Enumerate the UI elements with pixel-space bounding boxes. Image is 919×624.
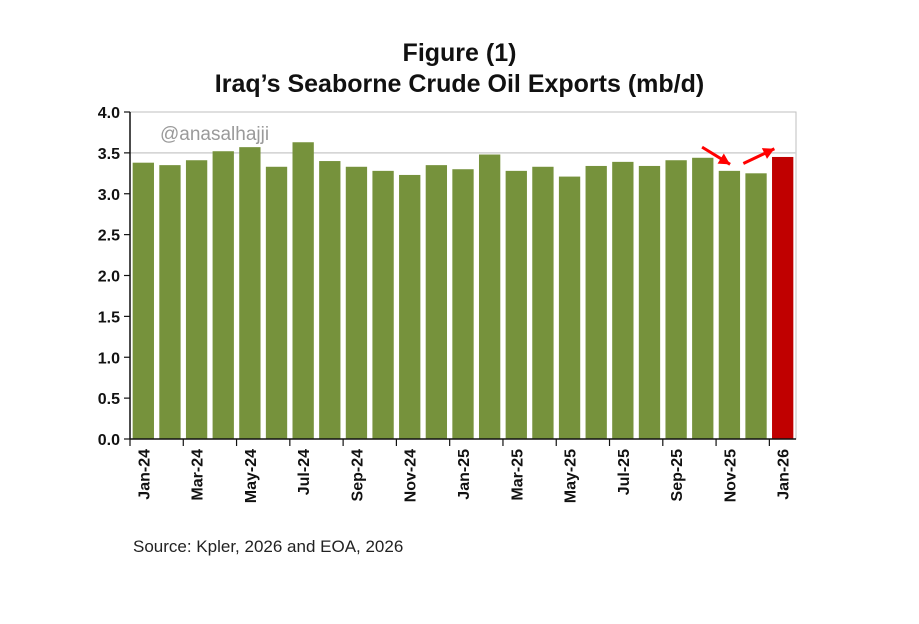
bar-aug-25 <box>638 165 661 439</box>
bar-nov-24 <box>399 174 421 439</box>
bar-nov-25 <box>718 170 741 440</box>
x-tick-label: Sep-25 <box>669 449 686 502</box>
watermark-text: @anasalhajji <box>160 124 269 145</box>
arrow-down-head <box>717 153 731 165</box>
x-tick-label: Jul-24 <box>296 449 313 495</box>
bar-sep-25 <box>665 160 687 440</box>
chart-subtitle: Iraq’s Seaborne Crude Oil Exports (mb/d) <box>214 70 705 98</box>
bar-feb-24 <box>159 165 181 439</box>
x-tick-label: Nov-24 <box>403 449 420 502</box>
bar-may-25 <box>558 176 581 439</box>
x-tick-label: May-24 <box>243 449 260 503</box>
bar-jun-25 <box>585 165 607 439</box>
x-tick-label: Mar-25 <box>509 449 526 501</box>
bar-mar-24 <box>185 160 208 440</box>
bar-apr-25 <box>532 166 554 439</box>
x-tick-label: Mar-24 <box>190 449 207 501</box>
y-tick-label: 3.0 <box>98 187 120 204</box>
x-tick-label: Nov-25 <box>722 449 739 502</box>
y-tick-label: 1.0 <box>98 350 120 367</box>
bar-dec-24 <box>425 165 448 439</box>
y-tick-label: 2.0 <box>98 269 120 286</box>
bar-apr-24 <box>212 151 234 440</box>
y-tick-label: 0.0 <box>98 432 120 449</box>
x-tick-label: Sep-24 <box>349 449 366 502</box>
source-note: Source: Kpler, 2026 and EOA, 2026 <box>133 537 404 556</box>
y-tick-label: 4.0 <box>98 105 120 122</box>
x-tick-label: Jul-25 <box>616 449 633 495</box>
bar-jan-25 <box>452 169 474 439</box>
x-tick-label: Jan-26 <box>776 449 793 500</box>
chart-title: Figure (1) <box>402 39 517 67</box>
bar-may-24 <box>239 147 261 439</box>
bar-jun-24 <box>265 166 288 439</box>
bar-jul-25 <box>612 161 634 439</box>
y-tick-label: 1.5 <box>98 309 120 326</box>
bar-sep-24 <box>345 166 368 439</box>
bar-jan-24 <box>132 162 154 439</box>
bar-oct-25 <box>692 157 714 439</box>
y-tick-label: 3.5 <box>98 146 120 163</box>
bar-aug-24 <box>319 161 341 440</box>
bar-dec-25 <box>745 173 767 439</box>
y-tick-label: 2.5 <box>98 228 120 245</box>
bar-mar-25 <box>505 170 527 440</box>
chart-title-block: Figure (1) Iraq’s Seaborne Crude Oil Exp… <box>0 38 919 100</box>
y-tick-label: 0.5 <box>98 391 120 408</box>
x-tick-label: Jan-24 <box>136 449 153 500</box>
arrow-up-head <box>761 148 775 159</box>
bar-jan-26 <box>772 156 794 439</box>
bar-jul-24 <box>292 142 314 439</box>
bar-oct-24 <box>372 170 394 440</box>
bar-feb-25 <box>478 154 501 439</box>
x-tick-label: May-25 <box>563 449 580 503</box>
x-tick-label: Jan-25 <box>456 449 473 500</box>
